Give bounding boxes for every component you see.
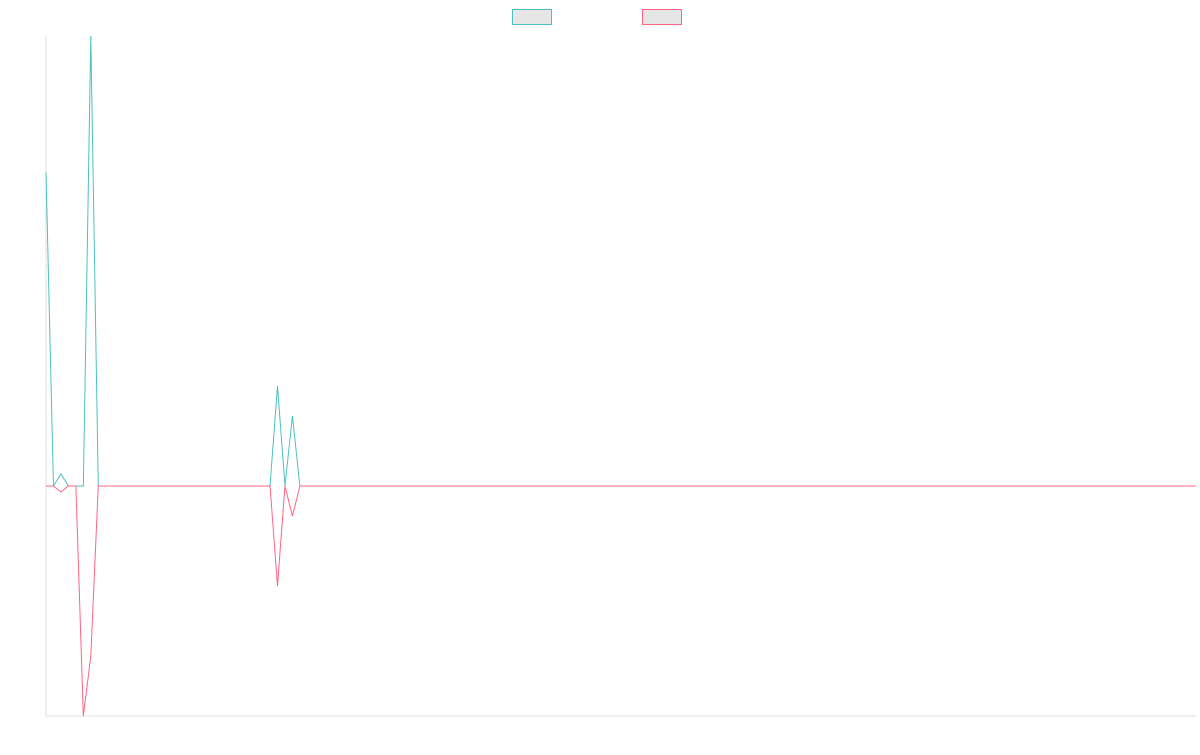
- legend-item-series-1[interactable]: [512, 9, 558, 25]
- legend-item-series-2[interactable]: [642, 9, 688, 25]
- legend: [0, 9, 1200, 25]
- legend-swatch-series-2: [642, 9, 682, 25]
- series-line-2: [46, 485, 1196, 717]
- legend-swatch-series-1: [512, 9, 552, 25]
- series-line-1: [45, 35, 1196, 488]
